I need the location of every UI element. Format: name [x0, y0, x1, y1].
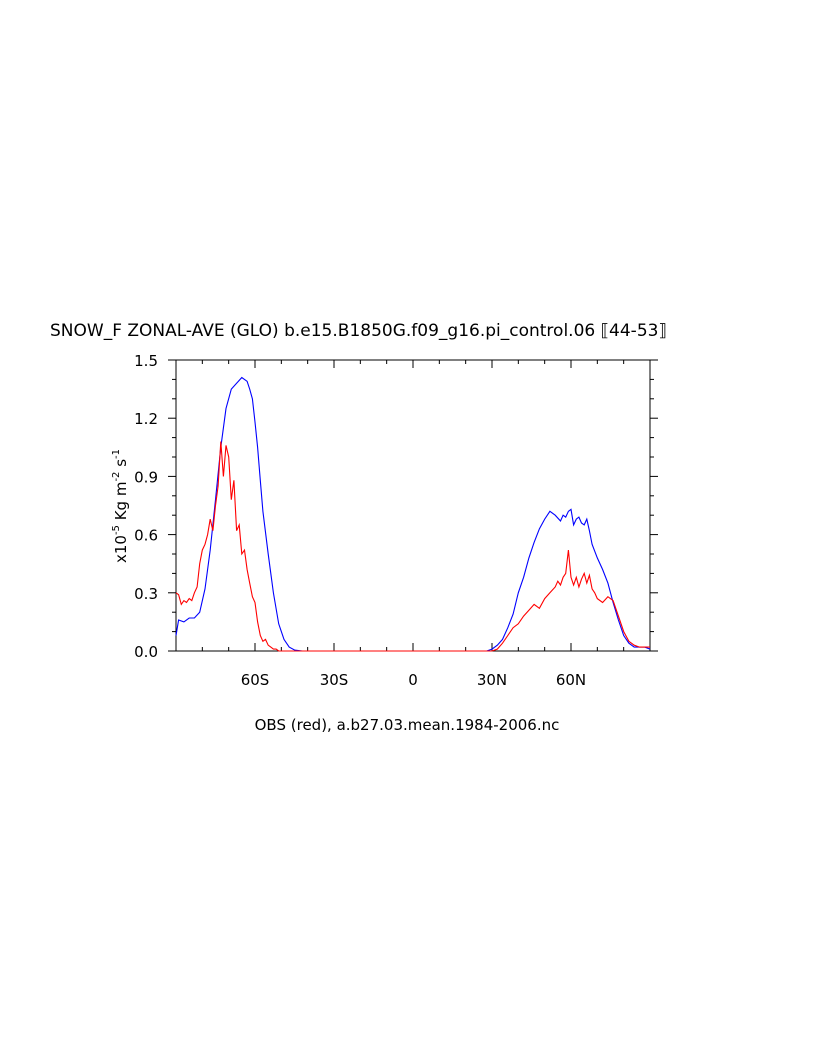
x-tick-label: 30N [477, 671, 507, 689]
ylabel-unit1: Kg m [112, 482, 130, 526]
title-open-bracket: ⟦ [601, 321, 609, 341]
x-axis-label: OBS (red), a.b27.03.mean.1984-2006.nc [255, 716, 560, 734]
title-years: 44-53 [609, 321, 658, 341]
x-tick-labels: 60S 30S 0 30N 60N [241, 671, 586, 689]
y-tick-labels: 0.0 0.3 0.6 0.9 1.2 1.5 [134, 352, 158, 661]
ylabel-exp3: -1 [111, 449, 122, 459]
x-tick-label: 60N [556, 671, 586, 689]
chart-title: SNOW_F ZONAL-AVE (GLO) b.e15.B1850G.f09_… [50, 321, 667, 341]
axis-ticks [168, 359, 658, 652]
y-tick-label: 0.9 [134, 468, 158, 486]
y-tick-label: 0.0 [134, 643, 158, 661]
y-tick-label: 0.6 [134, 527, 158, 545]
y-axis-label: x10-5 Kg m-2 s-1 [111, 449, 130, 563]
ylabel-exp2: -2 [111, 472, 122, 482]
series-line-2 [175, 441, 650, 652]
x-tick-label: 0 [408, 671, 418, 689]
x-tick-label: 30S [320, 671, 349, 689]
series-line-1 [175, 376, 651, 652]
ylabel-prefix: x10 [112, 535, 130, 563]
ylabel-unit2: s [112, 459, 130, 472]
ylabel-exp1: -5 [111, 525, 122, 535]
y-tick-label: 1.2 [134, 410, 158, 428]
title-main: SNOW_F ZONAL-AVE (GLO) b.e15.B1850G.f09_… [50, 321, 595, 341]
y-tick-label: 1.5 [134, 352, 158, 370]
x-tick-label: 60S [241, 671, 270, 689]
plot-frame [175, 359, 651, 652]
series-group [175, 376, 651, 652]
y-tick-label: 0.3 [134, 585, 158, 603]
title-close-bracket: ⟧ [658, 321, 666, 341]
